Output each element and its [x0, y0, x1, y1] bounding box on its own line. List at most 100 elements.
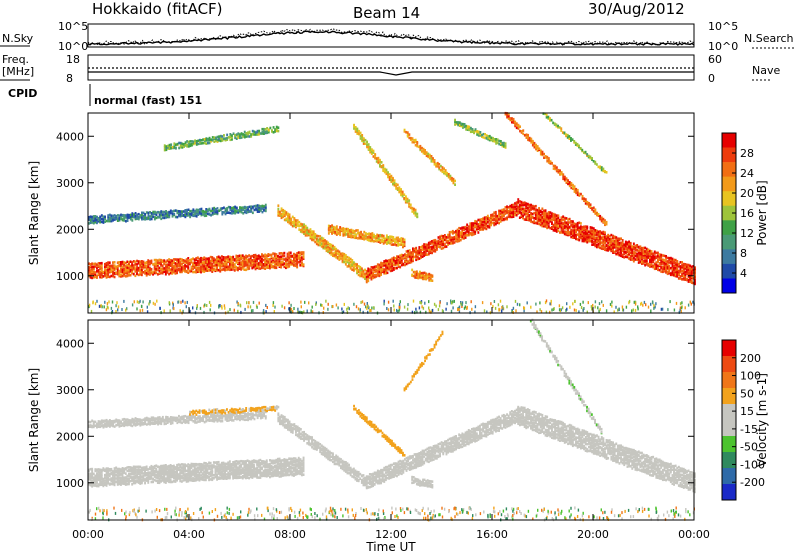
- power-cell: [364, 273, 366, 276]
- power-cell: [379, 239, 381, 242]
- power-cell: [635, 255, 637, 258]
- power-cell: [629, 300, 630, 303]
- power-colorbar-tick-label: 16: [740, 207, 754, 220]
- power-cell: [241, 207, 243, 210]
- power-cell: [435, 305, 436, 308]
- power-cell: [91, 310, 92, 313]
- power-cell: [231, 256, 233, 259]
- power-cell: [283, 252, 285, 255]
- velocity-cell: [134, 474, 136, 477]
- power-cell: [192, 306, 193, 309]
- power-cell: [336, 304, 337, 307]
- power-cell: [392, 243, 394, 246]
- power-cell: [692, 301, 693, 304]
- power-cell: [676, 302, 677, 305]
- power-cell: [360, 308, 361, 311]
- power-cell: [146, 211, 148, 214]
- power-cell: [112, 301, 113, 304]
- power-cell: [265, 204, 267, 207]
- power-cell: [364, 303, 365, 306]
- power-cell: [99, 221, 101, 224]
- power-cell: [244, 308, 245, 311]
- power-cell: [465, 236, 467, 239]
- power-cell: [667, 308, 668, 311]
- power-cell: [221, 307, 222, 310]
- power-cell: [236, 207, 238, 210]
- power-cell: [540, 210, 542, 213]
- power-cell: [494, 300, 495, 303]
- power-cell: [650, 310, 651, 313]
- power-cell: [419, 306, 420, 309]
- power-cell: [115, 304, 116, 307]
- power-cell: [657, 265, 659, 268]
- power-cell: [210, 308, 211, 311]
- power-cell: [96, 300, 97, 303]
- power-cell: [151, 268, 153, 271]
- power-cell: [180, 309, 181, 312]
- power-cell: [383, 302, 384, 305]
- power-cell: [451, 310, 452, 313]
- power-band-12: [411, 269, 433, 282]
- power-cell: [535, 205, 537, 208]
- power-cell: [104, 305, 105, 308]
- cpid-panel: CPID normal (fast) 151: [8, 84, 202, 107]
- power-cell: [267, 306, 268, 309]
- power-cell: [232, 256, 234, 259]
- power-cell: [117, 308, 118, 311]
- power-cell: [592, 304, 593, 307]
- power-cell: [676, 260, 678, 263]
- power-cell: [611, 305, 612, 308]
- power-cell: [416, 141, 418, 144]
- power-cell: [657, 267, 659, 270]
- power-cell: [399, 306, 400, 309]
- power-cell: [564, 132, 566, 135]
- power-cell: [393, 300, 394, 303]
- power-cell: [557, 214, 559, 217]
- power-cell: [350, 236, 352, 239]
- power-cell: [137, 300, 138, 303]
- power-cell: [365, 232, 367, 235]
- power-cell: [318, 238, 320, 241]
- power-cell: [515, 300, 516, 303]
- power-cell: [652, 301, 653, 304]
- power-cell: [490, 302, 491, 305]
- power-cell: [515, 309, 516, 312]
- power-cell: [323, 307, 324, 310]
- power-cell: [283, 255, 285, 258]
- power-cell: [350, 229, 352, 232]
- power-cell: [681, 270, 683, 273]
- power-cell: [142, 300, 143, 303]
- power-cell: [581, 306, 582, 309]
- power-cell: [361, 134, 363, 137]
- nave-tick-bottom: 0: [708, 72, 715, 85]
- power-cell: [423, 307, 424, 310]
- power-cell: [535, 303, 536, 306]
- power-cell: [100, 304, 101, 307]
- power-cell: [357, 229, 359, 232]
- power-cell: [578, 145, 580, 148]
- power-cell: [241, 211, 243, 214]
- power-cell: [134, 270, 136, 273]
- power-cell: [610, 303, 611, 306]
- power-cell: [428, 300, 429, 303]
- power-cell: [482, 301, 483, 304]
- power-cell: [586, 226, 588, 229]
- power-cell: [101, 265, 103, 268]
- power-cell: [402, 191, 404, 194]
- power-band-1: [88, 204, 267, 225]
- power-cell: [582, 195, 584, 198]
- power-cell: [519, 303, 520, 306]
- power-cell: [551, 309, 552, 312]
- power-cell: [373, 306, 374, 309]
- nsky-label: N.Sky: [2, 32, 34, 45]
- power-cell: [516, 127, 518, 130]
- power-band-9: [454, 119, 506, 149]
- power-cell: [438, 308, 439, 311]
- power-y-tick-label: 1000: [56, 270, 84, 283]
- power-cell: [404, 306, 405, 309]
- power-cell: [250, 305, 251, 308]
- power-cell: [295, 223, 297, 226]
- power-cell: [344, 303, 345, 306]
- power-cell: [104, 216, 106, 219]
